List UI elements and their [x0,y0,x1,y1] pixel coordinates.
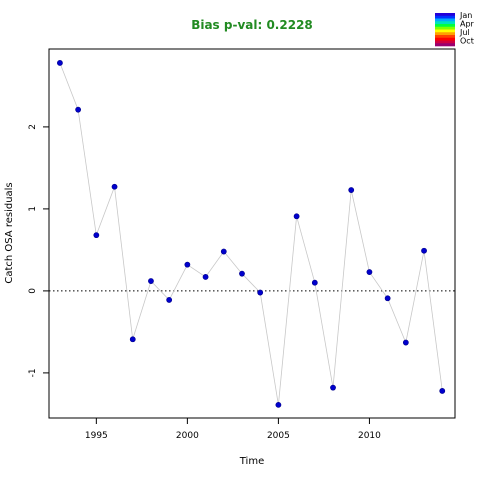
data-point [220,248,227,255]
y-tick-label: 2 [28,124,38,130]
legend-color-swatch [435,40,455,44]
data-point [402,339,409,346]
legend-color-swatch [435,43,455,47]
data-point [257,289,264,296]
legend-color-swatch [435,32,455,36]
legend-label: Jul [459,28,470,37]
legend-color-swatch [435,13,455,17]
data-point [275,401,282,408]
data-point [202,274,209,280]
y-tick-label: -1 [28,368,38,377]
data-point [57,60,63,66]
legend-color-swatch [435,18,455,22]
data-point [366,269,373,275]
x-axis-label: Time [239,456,264,467]
y-tick-label: 0 [28,288,38,294]
x-tick-label: 1995 [85,431,108,441]
legend-color-swatch [435,29,455,33]
x-axis: 1995 2000 2005 2010 [85,418,381,441]
data-point [384,295,391,302]
x-tick-label: 2010 [358,431,381,441]
y-tick-label: 1 [28,206,38,212]
data-point [239,270,245,277]
plot-area [48,48,456,419]
data-point [330,384,336,391]
data-point [184,261,191,268]
legend-color-swatch [435,37,455,41]
data-point [348,187,355,193]
legend-label: Jan [459,11,472,20]
data-point [129,336,136,343]
data-point [166,297,173,303]
data-point [421,247,427,254]
legend-color-swatch [435,26,455,30]
y-axis: -1 0 1 2 [28,124,49,377]
data-point [111,183,118,190]
data-point [75,106,82,113]
residual-series-line [59,62,443,405]
x-tick-label: 2000 [176,431,199,441]
data-point [148,278,154,284]
y-axis-label: Catch OSA residuals [4,182,15,283]
chart-title: Bias p-val: 0.2228 [191,18,313,32]
data-point [293,213,300,220]
legend-color-swatch [435,15,455,19]
data-point [439,388,446,394]
legend-color-swatch [435,24,455,28]
x-tick-label: 2005 [267,431,290,441]
legend-label: Oct [460,37,474,46]
legend-color-swatch [435,35,455,39]
data-points [57,60,446,408]
series-line [59,62,443,405]
legend-color-swatch [435,21,455,25]
data-point [93,232,100,239]
legend-label: Apr [460,20,475,29]
data-point [311,279,318,286]
